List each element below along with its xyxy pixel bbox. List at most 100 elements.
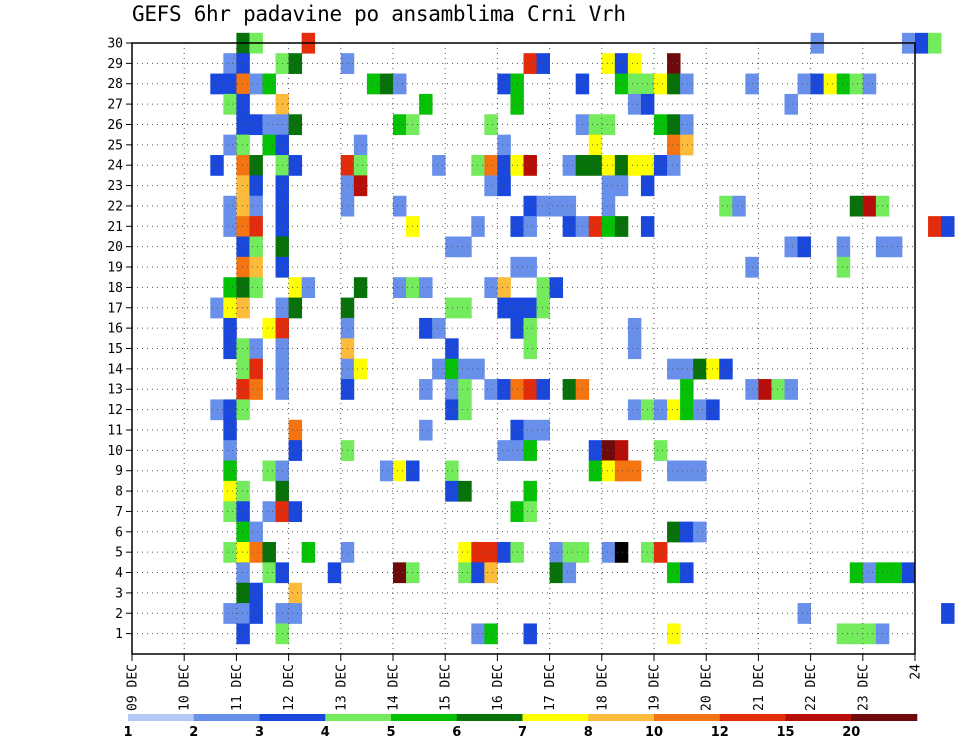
heatmap-cell [262, 73, 276, 95]
y-tick-label: 20 [107, 240, 123, 255]
heatmap-cell [458, 358, 472, 380]
heatmap-cell [915, 32, 929, 54]
heatmap-cell [223, 480, 237, 502]
heatmap-cell [223, 440, 237, 461]
heatmap-cell [458, 379, 472, 400]
heatmap-cell [862, 195, 877, 217]
heatmap-cell [236, 256, 250, 278]
heatmap-cell [393, 195, 407, 217]
x-tick-label: 14 DEC [387, 664, 402, 711]
heatmap-cell [327, 562, 342, 584]
heatmap-cell [849, 562, 864, 584]
heatmap-cell [445, 460, 459, 482]
colorbar-label: 5 [386, 725, 395, 740]
heatmap-cell [223, 338, 237, 360]
heatmap-cell [249, 379, 263, 400]
heatmap-cell [771, 379, 785, 400]
heatmap-cell [849, 195, 864, 217]
x-tick-label: 15 DEC [439, 664, 454, 711]
heatmap-cell [393, 114, 407, 136]
heatmap-cell [667, 460, 681, 482]
y-tick-label: 27 [107, 98, 123, 113]
heatmap-cell [862, 73, 877, 95]
heatmap-cell [680, 114, 694, 136]
heatmap-cell [393, 277, 407, 298]
heatmap-cell [627, 460, 642, 482]
heatmap-cell [667, 114, 681, 136]
heatmap-cell [536, 195, 550, 217]
heatmap-cell [680, 358, 694, 380]
y-tick-label: 29 [107, 57, 123, 72]
heatmap-cell [588, 155, 603, 176]
colorbar-label: 10 [645, 725, 663, 740]
x-tick-label: 16 DEC [491, 664, 506, 711]
heatmap-cell [536, 277, 550, 298]
y-axis: 1234567891011121314151617181920212223242… [107, 37, 132, 642]
heatmap-cell [536, 53, 550, 74]
heatmap-cell [601, 114, 616, 136]
heatmap-cell [471, 155, 485, 176]
heatmap-cell [223, 297, 237, 319]
heatmap-cell [680, 460, 694, 482]
heatmap-cell [353, 175, 368, 197]
heatmap-cell [667, 623, 681, 645]
colorbar-swatch [193, 714, 260, 721]
y-tick-label: 5 [115, 546, 123, 561]
heatmap-cell [249, 155, 263, 176]
y-tick-label: 8 [115, 485, 123, 500]
heatmap-cell [523, 440, 537, 461]
heatmap-cell [836, 236, 851, 258]
heatmap-cell [236, 501, 250, 523]
heatmap-cell [719, 358, 733, 380]
heatmap-cell [236, 236, 250, 258]
heatmap-cell [836, 256, 851, 278]
heatmap-cell [601, 216, 616, 237]
heatmap-cell [849, 623, 864, 645]
colorbar-label: 4 [321, 725, 330, 740]
heatmap-cell [445, 399, 459, 421]
y-tick-label: 11 [107, 423, 123, 438]
heatmap-cell [379, 73, 394, 95]
heatmap-cell [236, 399, 250, 421]
heatmap-cell [223, 541, 237, 563]
heatmap-cell [732, 195, 746, 217]
heatmap-cell [588, 114, 603, 136]
heatmap-cell [836, 623, 851, 645]
heatmap-cell [888, 236, 903, 258]
heatmap-cell [445, 379, 459, 400]
heatmap-cell [784, 236, 798, 258]
heatmap-cell [223, 317, 237, 339]
x-tick-label: 12 DEC [282, 664, 297, 711]
heatmap-cell [471, 562, 485, 584]
heatmap-cell [654, 155, 668, 176]
heatmap-cell [249, 236, 263, 258]
heatmap-cell [667, 53, 681, 74]
heatmap-cell [497, 73, 511, 95]
heatmap-cell [432, 317, 446, 339]
heatmap-cell [614, 53, 629, 74]
y-tick-label: 30 [107, 37, 123, 52]
heatmap-cell [249, 256, 263, 278]
heatmap-cell [288, 114, 303, 136]
heatmap-cell [236, 541, 250, 563]
heatmap-cell [419, 277, 433, 298]
heatmap-cell [249, 582, 263, 604]
heatmap-cell [379, 460, 394, 482]
heatmap-cell [614, 73, 629, 95]
heatmap-cell [601, 155, 616, 176]
heatmap-cell [236, 53, 250, 74]
heatmap-cell [497, 541, 511, 563]
heatmap-cell [236, 93, 250, 115]
heatmap-cell [249, 338, 263, 360]
heatmap-cell [236, 603, 250, 624]
heatmap-cell [249, 175, 263, 197]
heatmap-cell [667, 562, 681, 584]
heatmap-cell [680, 562, 694, 584]
heatmap-cell [458, 297, 472, 319]
x-tick-label: 19 DEC [648, 664, 663, 711]
heatmap-cell [536, 379, 550, 400]
heatmap-cell [393, 73, 407, 95]
heatmap-cell [941, 603, 955, 624]
heatmap-cell [484, 175, 498, 197]
